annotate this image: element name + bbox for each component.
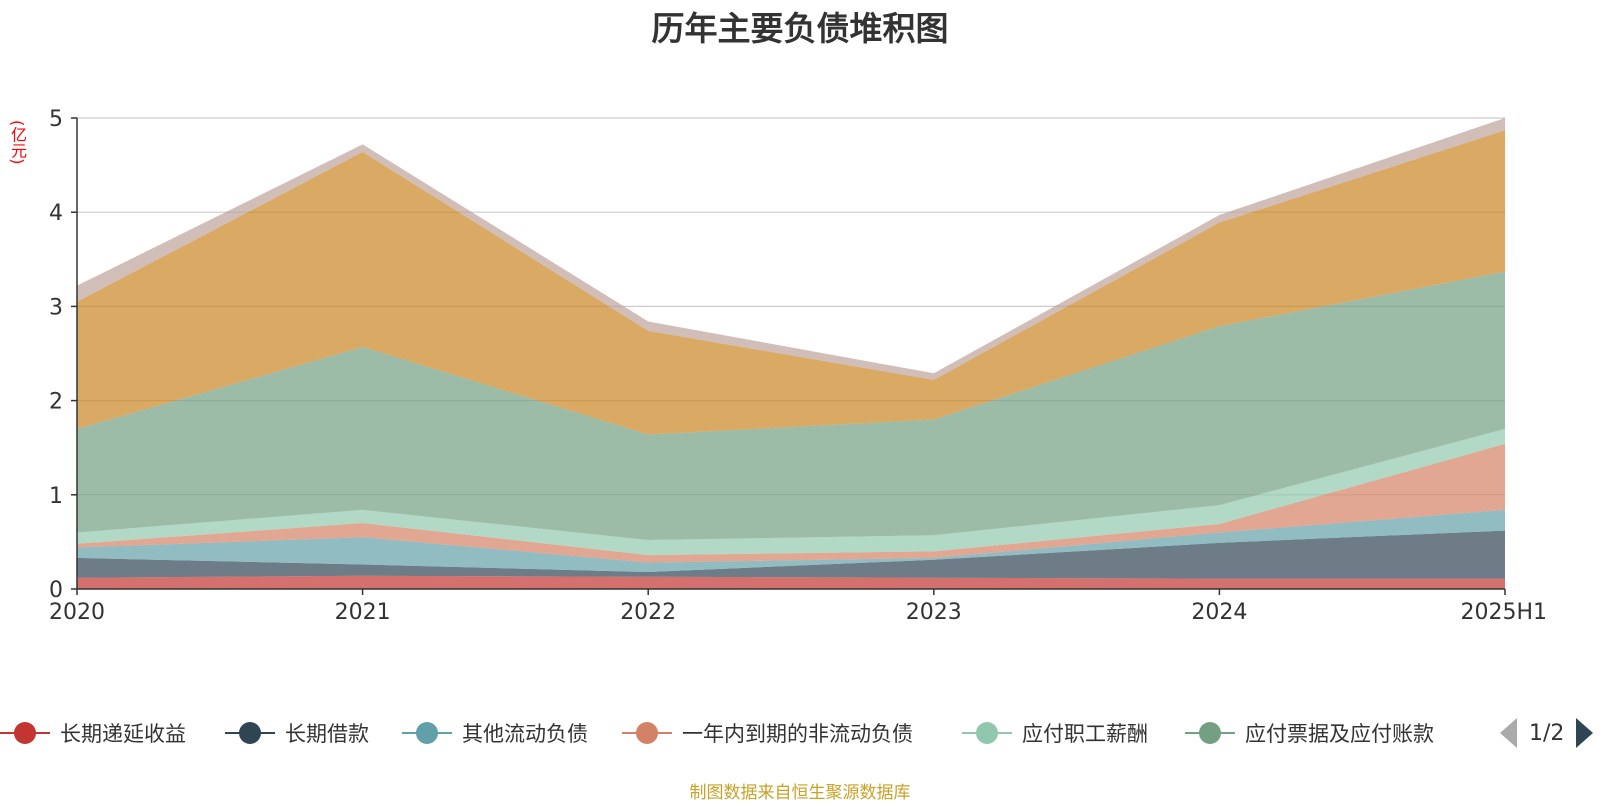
stacked-area-chart: 0 1 2 3 4 5 2020 2021 2022 2023 2024 2025H1 bbox=[49, 107, 1547, 625]
legend: 长期递延收益 长期借款 其他流动负债 一年内到期的非流动负债 应付职工薪酬 bbox=[0, 716, 1600, 750]
legend-dot bbox=[636, 722, 658, 744]
legend-label: 一年内到期的非流动负债 bbox=[682, 722, 913, 746]
pager-page-indicator: 1/2 bbox=[1529, 720, 1565, 746]
pager-next-arrow-icon[interactable] bbox=[1576, 718, 1594, 748]
legend-marker-icon bbox=[962, 716, 1012, 750]
legend-dot bbox=[416, 722, 438, 744]
area-series-6[interactable] bbox=[77, 130, 1505, 435]
legend-marker-icon bbox=[402, 716, 452, 750]
x-tick-label: 2023 bbox=[906, 600, 962, 625]
area-series-1[interactable] bbox=[77, 530, 1505, 579]
legend-label: 长期递延收益 bbox=[60, 722, 186, 746]
y-tick-label: 1 bbox=[49, 484, 63, 509]
y-tick-label: 5 bbox=[49, 107, 63, 132]
area-series-3[interactable] bbox=[77, 443, 1505, 563]
legend-marker-icon bbox=[622, 716, 672, 750]
pager-prev-arrow-icon[interactable] bbox=[1500, 718, 1517, 748]
area-series-group bbox=[77, 118, 1505, 589]
legend-item-4[interactable]: 应付职工薪酬 bbox=[962, 716, 1148, 750]
y-tick-label: 2 bbox=[49, 390, 63, 415]
legend-item-0[interactable]: 长期递延收益 bbox=[0, 716, 186, 750]
area-series-5[interactable] bbox=[77, 271, 1505, 541]
legend-pager: 1/2 bbox=[1500, 716, 1594, 750]
source-note: 制图数据来自恒生聚源数据库 bbox=[689, 783, 911, 803]
legend-item-1[interactable]: 长期借款 bbox=[225, 716, 369, 750]
x-tick-label: 2020 bbox=[49, 600, 105, 625]
y-axis-unit-label: (亿元) bbox=[8, 120, 27, 165]
area-series-0[interactable] bbox=[77, 575, 1505, 589]
chart-title: 历年主要负债堆积图 bbox=[651, 9, 949, 48]
legend-label: 应付票据及应付账款 bbox=[1245, 722, 1434, 746]
x-tick-label: 2021 bbox=[335, 600, 391, 625]
legend-marker-icon bbox=[0, 716, 50, 750]
y-tick-label: 4 bbox=[49, 201, 63, 226]
legend-item-2[interactable]: 其他流动负债 bbox=[402, 716, 588, 750]
area-series-2[interactable] bbox=[77, 509, 1505, 573]
legend-label: 长期借款 bbox=[285, 722, 369, 746]
legend-dot bbox=[976, 722, 998, 744]
legend-dot bbox=[14, 722, 36, 744]
area-series-4[interactable] bbox=[77, 428, 1505, 556]
y-tick-label: 3 bbox=[49, 295, 63, 320]
legend-item-3[interactable]: 一年内到期的非流动负债 bbox=[622, 716, 913, 750]
y-tick-label: 0 bbox=[49, 578, 63, 603]
legend-label: 应付职工薪酬 bbox=[1022, 722, 1148, 746]
legend-item-5[interactable]: 应付票据及应付账款 bbox=[1185, 716, 1434, 750]
x-tick-label: 2024 bbox=[1191, 600, 1247, 625]
axes: 0 1 2 3 4 5 2020 2021 2022 2023 2024 2025H1 bbox=[49, 107, 1547, 625]
legend-marker-icon bbox=[1185, 716, 1235, 750]
x-tick-label: 2022 bbox=[620, 600, 676, 625]
legend-dot bbox=[239, 722, 261, 744]
legend-dot bbox=[1199, 722, 1221, 744]
legend-marker-icon bbox=[225, 716, 275, 750]
legend-label: 其他流动负债 bbox=[462, 722, 588, 746]
x-tick-label: 2025H1 bbox=[1460, 600, 1547, 625]
